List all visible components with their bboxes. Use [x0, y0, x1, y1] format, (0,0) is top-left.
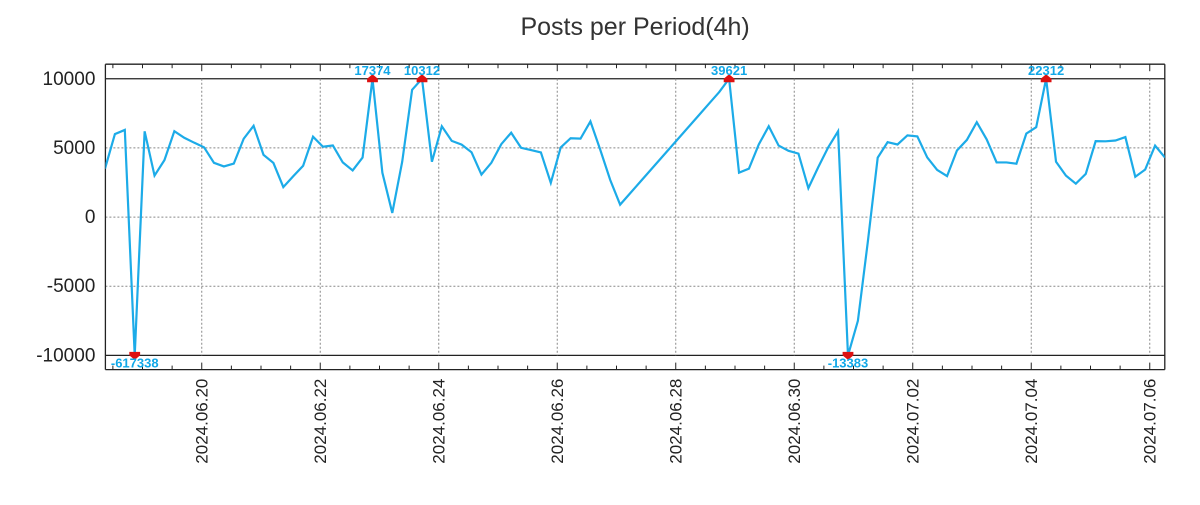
svg-text:-5000: -5000 [47, 276, 96, 297]
svg-text:2024.06.28: 2024.06.28 [667, 379, 686, 464]
svg-text:-10000: -10000 [36, 345, 95, 366]
svg-text:10312: 10312 [404, 63, 440, 78]
svg-text:17374: 17374 [354, 63, 391, 78]
svg-text:0: 0 [85, 207, 96, 228]
svg-text:2024.06.30: 2024.06.30 [785, 379, 804, 464]
svg-text:-617338: -617338 [111, 355, 159, 370]
svg-text:2024.06.22: 2024.06.22 [311, 379, 330, 464]
svg-text:2024.07.06: 2024.07.06 [1141, 379, 1160, 464]
svg-text:39621: 39621 [711, 63, 747, 78]
svg-text:2024.06.24: 2024.06.24 [430, 379, 449, 464]
svg-text:-13383: -13383 [828, 355, 868, 370]
svg-text:22312: 22312 [1028, 63, 1064, 78]
svg-text:2024.07.04: 2024.07.04 [1022, 379, 1041, 464]
svg-text:2024.07.02: 2024.07.02 [904, 379, 923, 464]
svg-text:10000: 10000 [43, 69, 96, 90]
svg-text:5000: 5000 [53, 138, 95, 159]
svg-text:2024.06.26: 2024.06.26 [548, 379, 567, 464]
svg-text:2024.06.20: 2024.06.20 [193, 379, 212, 464]
